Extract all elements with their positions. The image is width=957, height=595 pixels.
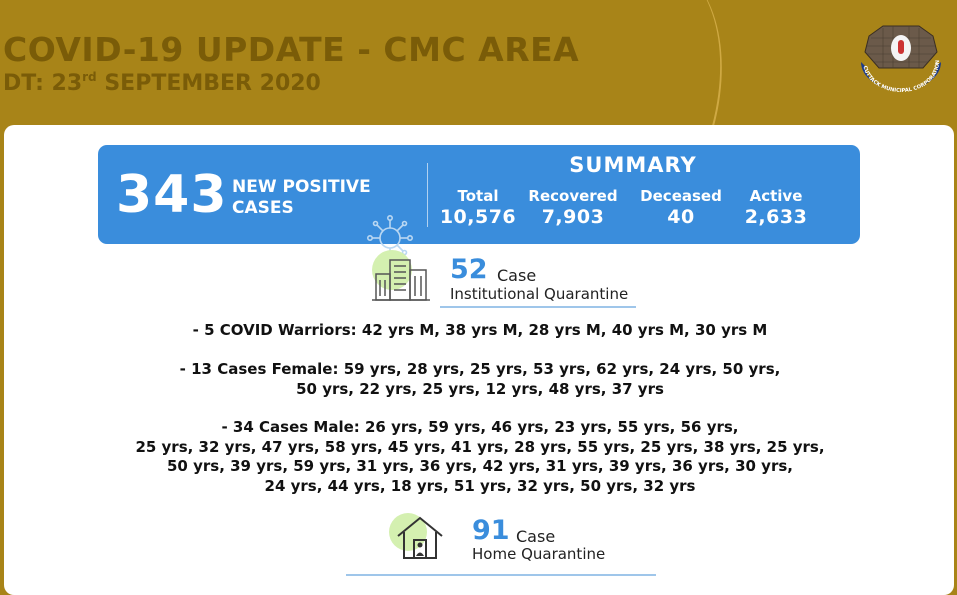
institutional-underline: [440, 306, 636, 308]
stat-deceased-label: Deceased: [640, 187, 722, 205]
stat-active-label: Active: [749, 187, 803, 205]
female-cases-block: - 13 Cases Female: 59 yrs, 28 yrs, 25 yr…: [140, 360, 820, 399]
home-case-word: Case: [516, 527, 556, 546]
report-date: DT: 23rd SEPTEMBER 2020: [3, 70, 321, 96]
female-cases-line2: 50 yrs, 22 yrs, 25 yrs, 12 yrs, 48 yrs, …: [296, 379, 664, 398]
banner-divider: [427, 163, 428, 227]
new-cases-label-line1: NEW POSITIVE: [232, 177, 371, 197]
new-cases-label-line2: CASES: [232, 198, 294, 218]
summary-title: SUMMARY: [569, 153, 697, 177]
institutional-quarantine-count: 52: [450, 254, 488, 285]
date-month-year: SEPTEMBER 2020: [96, 71, 321, 96]
summary-banner: 343 NEW POSITIVE CASES SUMMARY Total 10,…: [98, 145, 860, 244]
page-title: COVID-19 UPDATE - CMC AREA: [3, 30, 580, 69]
stat-total-value: 10,576: [439, 206, 517, 228]
stat-total-label: Total: [457, 187, 499, 205]
stat-recovered-label: Recovered: [528, 187, 618, 205]
covid-warriors-line: - 5 COVID Warriors: 42 yrs M, 38 yrs M, …: [192, 321, 768, 339]
date-prefix: DT: 23: [3, 71, 83, 96]
stat-deceased-value: 40: [667, 206, 695, 228]
stat-recovered-value: 7,903: [541, 206, 605, 228]
male-cases-line3: 50 yrs, 39 yrs, 59 yrs, 31 yrs, 36 yrs, …: [167, 457, 793, 475]
male-cases-line4: 24 yrs, 44 yrs, 18 yrs, 51 yrs, 32 yrs, …: [264, 476, 696, 495]
home-quarantine-label: Home Quarantine: [472, 545, 606, 563]
stat-total: Total 10,576: [423, 187, 533, 229]
stat-deceased: Deceased 40: [626, 187, 736, 229]
home-icon: [389, 513, 443, 559]
institutional-quarantine-label: Institutional Quarantine: [450, 285, 629, 303]
new-cases-count: 343: [116, 165, 228, 225]
date-ordinal-suffix: rd: [82, 70, 97, 84]
male-cases-line1: - 34 Cases Male: 26 yrs, 59 yrs, 46 yrs,…: [221, 418, 739, 436]
home-underline: [346, 574, 656, 576]
institutional-case-word: Case: [497, 266, 537, 285]
stat-active: Active 2,633: [721, 187, 831, 229]
stat-active-value: 2,633: [744, 206, 808, 228]
male-cases-block: - 34 Cases Male: 26 yrs, 59 yrs, 46 yrs,…: [100, 418, 860, 496]
building-icon: [372, 250, 430, 301]
male-cases-line2: 25 yrs, 32 yrs, 47 yrs, 58 yrs, 45 yrs, …: [135, 437, 825, 456]
new-cases-label: NEW POSITIVE CASES: [232, 177, 392, 219]
home-quarantine-count: 91: [472, 515, 510, 546]
stat-recovered: Recovered 7,903: [518, 187, 628, 229]
cmc-logo: CUTTACK MUNICIPAL CORPORATION: [861, 25, 941, 92]
female-cases-line1: - 13 Cases Female: 59 yrs, 28 yrs, 25 yr…: [179, 360, 781, 378]
